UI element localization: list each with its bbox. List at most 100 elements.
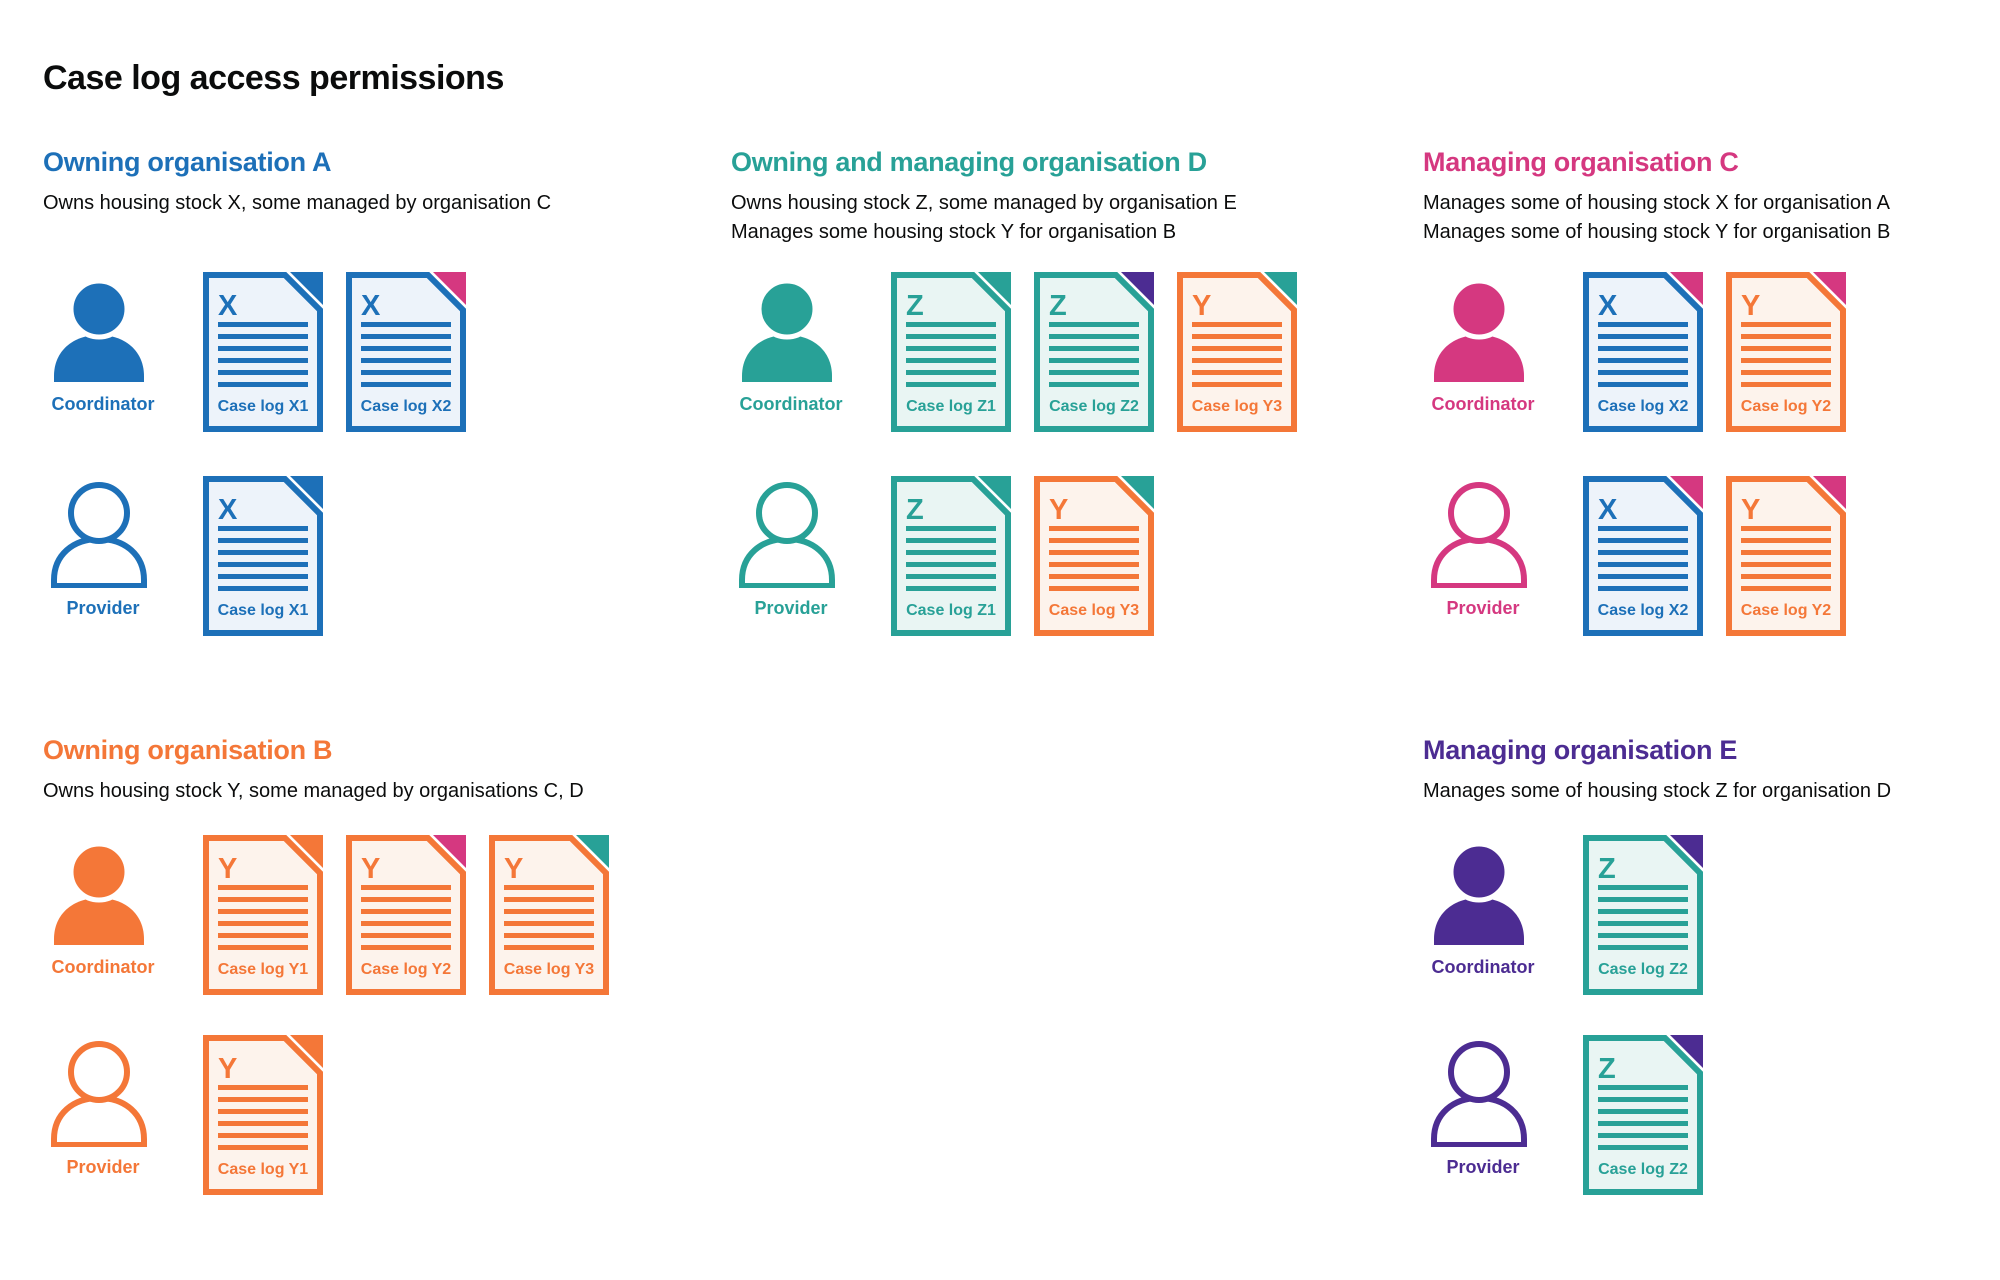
svg-text:Z: Z bbox=[906, 494, 924, 526]
svg-text:Y: Y bbox=[1741, 290, 1760, 322]
case-log-doc: Y Case log Y3 bbox=[1034, 476, 1154, 636]
coordinator-icon bbox=[54, 278, 144, 382]
svg-text:Case log X2: Case log X2 bbox=[1598, 602, 1689, 619]
role-label: Coordinator bbox=[1431, 394, 1535, 414]
svg-text:X: X bbox=[218, 494, 238, 526]
role-label: Provider bbox=[1446, 1157, 1520, 1177]
document-icon: Y Case log Y2 bbox=[1726, 272, 1846, 432]
doc-group: X Case log X1 X Case log X2 bbox=[203, 272, 466, 432]
role-label: Provider bbox=[66, 598, 140, 618]
person-block: Coordinator bbox=[1423, 272, 1553, 415]
role-label: Provider bbox=[66, 1157, 140, 1177]
document-icon: Z Case log Z2 bbox=[1034, 272, 1154, 432]
case-log-doc: Y Case log Y2 bbox=[1726, 476, 1846, 636]
case-log-doc: X Case log X1 bbox=[203, 272, 323, 432]
folded-corner-icon bbox=[290, 476, 323, 509]
case-log-doc: Y Case log Y1 bbox=[203, 835, 323, 995]
svg-text:X: X bbox=[361, 290, 381, 322]
svg-text:Case log Z2: Case log Z2 bbox=[1598, 961, 1688, 978]
document-icon: Y Case log Y1 bbox=[203, 1035, 323, 1195]
case-log-doc: Y Case log Y3 bbox=[489, 835, 609, 995]
description-line: Manages some of housing stock X for orga… bbox=[1423, 192, 1890, 214]
coordinator-icon bbox=[742, 278, 832, 382]
person-block: Provider bbox=[1423, 476, 1553, 619]
provider-icon bbox=[51, 482, 147, 588]
role-label: Provider bbox=[754, 598, 828, 618]
svg-text:Y: Y bbox=[1741, 494, 1760, 526]
svg-text:Y: Y bbox=[218, 1053, 237, 1085]
document-icon: Y Case log Y3 bbox=[1034, 476, 1154, 636]
case-log-doc: Z Case log Z2 bbox=[1583, 835, 1703, 995]
provider-row: Provider Z Case log Z2 bbox=[1423, 1035, 2000, 1205]
coordinator-row: Coordinator Z Case log Z1 Z Case log bbox=[731, 272, 1421, 442]
doc-group: Z Case log Z1 Z Case log Z2 Y bbox=[891, 272, 1297, 432]
provider-row: Provider Y Case log Y1 bbox=[43, 1035, 733, 1205]
provider-row: Provider X Case log X2 Y Case log Y2 bbox=[1423, 476, 2000, 646]
section-description: Manages some of housing stock Z for orga… bbox=[1423, 777, 2000, 806]
folded-corner-icon bbox=[1264, 272, 1297, 305]
svg-text:Case log Y2: Case log Y2 bbox=[1741, 602, 1832, 619]
document-icon: Y Case log Y3 bbox=[489, 835, 609, 995]
description-line: Owns housing stock Z, some managed by or… bbox=[731, 192, 1237, 214]
case-log-doc: Z Case log Z2 bbox=[1583, 1035, 1703, 1195]
section-managing-organisation-e: Managing organisation E Manages some of … bbox=[1423, 734, 2000, 1195]
folded-corner-icon bbox=[1670, 835, 1703, 868]
section-title: Managing organisation C bbox=[1423, 147, 1739, 177]
document-icon: Y Case log Y1 bbox=[203, 835, 323, 995]
person-block: Coordinator bbox=[731, 272, 861, 415]
section-managing-organisation-c: Managing organisation C Manages some of … bbox=[1423, 146, 2000, 636]
description-line: Owns housing stock Y, some managed by or… bbox=[43, 780, 584, 802]
doc-group: X Case log X2 Y Case log Y2 bbox=[1583, 272, 1846, 432]
case-log-doc: Z Case log Z2 bbox=[1034, 272, 1154, 432]
document-icon: X Case log X1 bbox=[203, 476, 323, 636]
doc-group: X Case log X1 bbox=[203, 476, 323, 636]
folded-corner-icon bbox=[978, 272, 1011, 305]
case-log-doc: X Case log X2 bbox=[1583, 476, 1703, 636]
svg-text:Case log Z2: Case log Z2 bbox=[1049, 398, 1139, 415]
case-log-doc: Y Case log Y3 bbox=[1177, 272, 1297, 432]
section-title: Owning organisation A bbox=[43, 147, 332, 177]
svg-text:Case log Y2: Case log Y2 bbox=[1741, 398, 1832, 415]
svg-text:Z: Z bbox=[906, 290, 924, 322]
role-label: Coordinator bbox=[51, 957, 155, 977]
section-description: Owns housing stock Y, some managed by or… bbox=[43, 777, 733, 806]
description-line: Manages some of housing stock Y for orga… bbox=[1423, 221, 1891, 243]
coordinator-row: Coordinator X Case log X1 X Case log bbox=[43, 272, 733, 442]
role-label: Coordinator bbox=[51, 394, 155, 414]
svg-text:Case log X2: Case log X2 bbox=[361, 398, 452, 415]
case-log-doc: Y Case log Y2 bbox=[1726, 272, 1846, 432]
coordinator-icon bbox=[1434, 841, 1524, 945]
svg-text:Z: Z bbox=[1598, 853, 1616, 885]
doc-group: Z Case log Z1 Y Case log Y3 bbox=[891, 476, 1154, 636]
doc-group: Y Case log Y1 bbox=[203, 1035, 323, 1195]
section-owning-managing-organisation-d: Owning and managing organisation D Owns … bbox=[731, 146, 1421, 636]
role-label: Provider bbox=[1446, 598, 1520, 618]
svg-text:Case log Z1: Case log Z1 bbox=[906, 602, 996, 619]
provider-row: Provider Z Case log Z1 Y Case log Y3 bbox=[731, 476, 1421, 646]
folded-corner-icon bbox=[978, 476, 1011, 509]
svg-text:Case log X1: Case log X1 bbox=[218, 398, 309, 415]
svg-text:Case log Y3: Case log Y3 bbox=[504, 961, 595, 978]
document-icon: Z Case log Z2 bbox=[1583, 835, 1703, 995]
document-icon: Z Case log Z1 bbox=[891, 476, 1011, 636]
folded-corner-icon bbox=[290, 835, 323, 868]
coordinator-icon bbox=[54, 841, 144, 945]
provider-icon bbox=[1431, 1041, 1527, 1147]
role-label: Coordinator bbox=[739, 394, 843, 414]
coordinator-row: Coordinator X Case log X2 Y Case log bbox=[1423, 272, 2000, 442]
person-block: Provider bbox=[1423, 1035, 1553, 1178]
svg-text:Case log Y1: Case log Y1 bbox=[218, 1161, 309, 1178]
folded-corner-icon bbox=[433, 835, 466, 868]
person-block: Coordinator bbox=[1423, 835, 1553, 978]
section-description: Owns housing stock X, some managed by or… bbox=[43, 189, 733, 218]
coordinator-icon bbox=[1434, 278, 1524, 382]
page-title: Case log access permissions bbox=[43, 58, 504, 97]
svg-text:Case log Y3: Case log Y3 bbox=[1049, 602, 1140, 619]
svg-text:Case log Z2: Case log Z2 bbox=[1598, 1161, 1688, 1178]
document-icon: X Case log X1 bbox=[203, 272, 323, 432]
svg-text:Case log X1: Case log X1 bbox=[218, 602, 309, 619]
document-icon: Y Case log Y2 bbox=[346, 835, 466, 995]
case-log-doc: Z Case log Z1 bbox=[891, 476, 1011, 636]
svg-text:Y: Y bbox=[1049, 494, 1068, 526]
person-block: Provider bbox=[43, 1035, 173, 1178]
